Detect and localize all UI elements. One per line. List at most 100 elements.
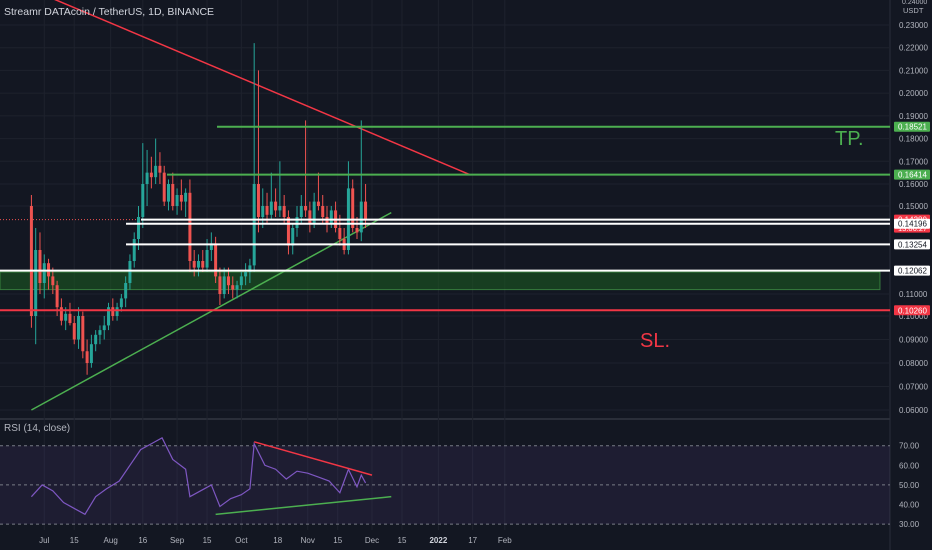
candle-body (102, 325, 106, 331)
time-axis-label: Dec (365, 536, 379, 545)
candle-body (214, 243, 218, 277)
candle-body (244, 272, 248, 277)
candle-body (196, 261, 200, 268)
candle-body (81, 316, 85, 352)
time-axis-label: Nov (301, 536, 315, 545)
rsi-axis-label: 70.00 (899, 442, 920, 451)
time-axis-label: 15 (398, 536, 407, 545)
candle-body (201, 261, 205, 268)
rsi-axis-label: 60.00 (899, 461, 920, 470)
time-axis-label: Sep (170, 536, 185, 545)
candle-body (132, 239, 136, 261)
candle-body (59, 307, 63, 321)
candle-body (34, 250, 38, 316)
candle-body (124, 283, 128, 299)
time-axis-label: 15 (203, 536, 212, 545)
candle-body (166, 184, 170, 202)
candle-body (192, 261, 196, 268)
candle-body (304, 206, 308, 211)
price-axis-label: 0.24000 (902, 0, 927, 6)
price-axis-label: 0.08000 (899, 359, 928, 368)
support-trendline[interactable] (31, 211, 392, 411)
price-tag-label: 0.10260 (898, 306, 927, 315)
candle-body (89, 344, 93, 363)
price-axis-label: 0.21000 (899, 66, 928, 75)
rsi-axis-label: 30.00 (899, 520, 920, 529)
price-tag-label: 0.18521 (898, 123, 927, 132)
candle-body (42, 263, 46, 283)
candle-body (188, 192, 192, 261)
rsi-support-trendline[interactable] (215, 495, 392, 516)
candle-body (282, 206, 286, 217)
price-axis-label: 0.10000 (899, 312, 928, 321)
candle-body (149, 172, 153, 178)
candle-body (355, 228, 359, 233)
candle-body (239, 276, 243, 286)
candle-body (291, 228, 295, 246)
candle-body (128, 261, 132, 283)
candle-body (175, 195, 179, 206)
price-axis-unit: USDT (903, 6, 924, 15)
rsi-resistance-trendline[interactable] (253, 441, 373, 476)
rsi-line (30, 437, 367, 516)
candle-body (265, 206, 269, 215)
price-tag (894, 265, 930, 276)
price-axis-label: 0.22000 (899, 44, 928, 53)
price-axis-label: 0.06000 (899, 406, 928, 415)
candle-body (72, 323, 76, 340)
candle-body (321, 206, 325, 217)
candle-body (154, 165, 158, 178)
price-axis-label: 0.20000 (899, 89, 928, 98)
price-axis-label: 0.19000 (899, 112, 928, 121)
time-axis-label: Feb (498, 536, 512, 545)
candle-body (308, 210, 312, 224)
time-axis-label: 15 (333, 536, 342, 545)
price-tag (894, 218, 930, 229)
candle-body (248, 265, 252, 272)
candle-body (231, 285, 235, 290)
price-axis-label: 0.09000 (899, 336, 928, 345)
candle-body (137, 217, 141, 239)
candle-body (119, 298, 123, 308)
candle-body (278, 206, 282, 211)
candle-body (77, 316, 81, 340)
candle-body (115, 307, 119, 316)
candle-body (179, 195, 183, 202)
candle-body (312, 201, 316, 224)
rsi-axis-label: 50.00 (899, 481, 920, 490)
candle-body (68, 313, 72, 324)
candle-body (38, 250, 42, 283)
price-tag (894, 169, 930, 180)
resistance-trendline[interactable] (51, 0, 471, 176)
price-axis-label: 0.18000 (899, 135, 928, 144)
sl-annotation: SL. (640, 330, 671, 352)
time-axis-label: 2022 (429, 536, 447, 545)
candle-body (98, 330, 102, 335)
candle-body (205, 250, 209, 268)
price-axis-label: 0.16000 (899, 180, 928, 189)
time-axis-label: Oct (235, 536, 248, 545)
candle-body (51, 276, 55, 286)
candle-body (55, 285, 59, 308)
price-tag (894, 305, 930, 316)
price-tag-label: 0.16414 (898, 171, 927, 180)
candle-body (235, 285, 239, 290)
time-axis-label: 17 (468, 536, 477, 545)
candle-body (329, 210, 333, 224)
rsi-title: RSI (14, close) (4, 423, 71, 434)
price-tag-label: 0.13254 (898, 240, 927, 249)
candle-body (141, 184, 145, 217)
candle-body (226, 276, 230, 286)
candle-body (286, 217, 290, 246)
candle-body (209, 243, 213, 250)
price-axis-label: 0.23000 (899, 21, 928, 30)
candle-body (162, 172, 166, 202)
candle-body (261, 206, 265, 217)
candle-body (316, 201, 320, 206)
candle-body (274, 201, 278, 211)
time-axis-label: Jul (39, 536, 49, 545)
candle-body (218, 276, 222, 294)
candle-body (351, 188, 355, 228)
time-axis-label: 18 (273, 536, 282, 545)
